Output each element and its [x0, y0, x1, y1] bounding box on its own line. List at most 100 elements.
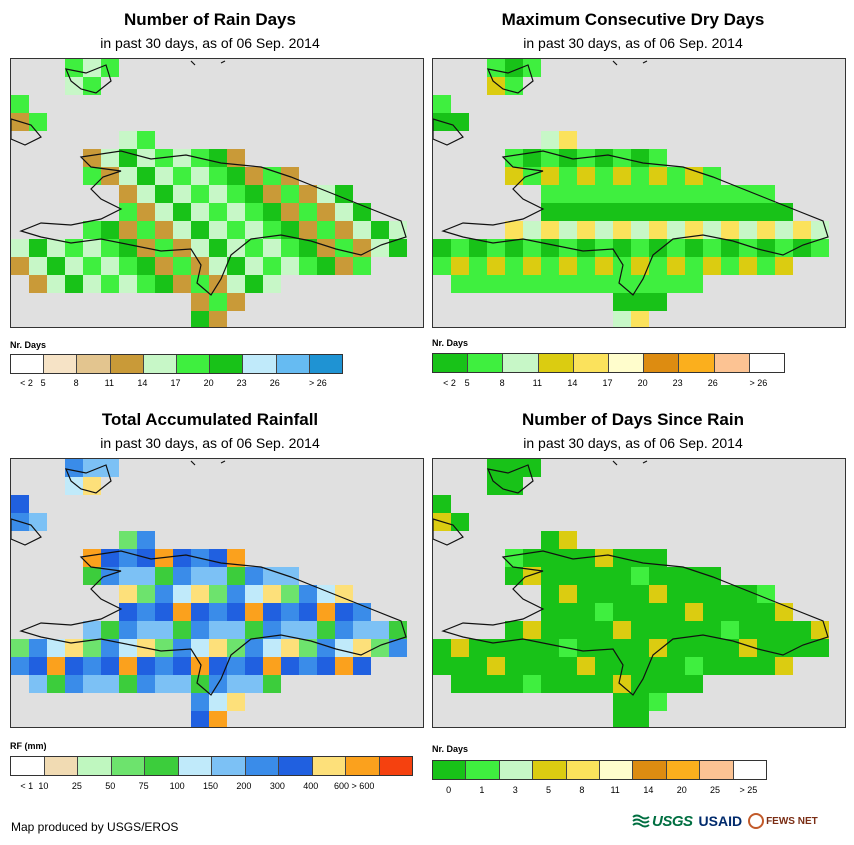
grid-cell: [263, 239, 281, 257]
legend-label: 14: [643, 785, 654, 795]
grid-cell: [685, 639, 703, 657]
grid-cell: [631, 621, 649, 639]
legend-labels: < 2 5 8 11 14 17 20 23 26 > 26: [10, 378, 341, 390]
grid-cell: [775, 257, 793, 275]
grid-cell: [101, 675, 119, 693]
legend-swatch: [177, 355, 211, 373]
grid-cell: [559, 567, 577, 585]
coastline: [433, 460, 829, 696]
coastline: [433, 60, 829, 296]
legend-swatch: [679, 354, 715, 372]
grid-cell: [595, 167, 613, 185]
grid-cell: [191, 203, 209, 221]
grid-cell: [505, 167, 523, 185]
grid-cell: [119, 167, 137, 185]
grid-cell: [577, 675, 595, 693]
grid-cell: [595, 275, 613, 293]
grid-cell: [317, 203, 335, 221]
legend-label: 26: [269, 378, 280, 388]
legend-label: 20: [203, 378, 214, 388]
grid-cell: [649, 585, 667, 603]
grid-cell: [649, 693, 667, 711]
grid-cell: [209, 149, 227, 167]
grid-cell: [505, 239, 523, 257]
legend-label: 11: [610, 785, 620, 795]
grid-cell: [523, 657, 541, 675]
grid-cell: [119, 275, 137, 293]
grid-cell: [245, 675, 263, 693]
legend-swatch: [78, 757, 112, 775]
legend-label: < 1: [20, 781, 34, 791]
grid-cell: [191, 567, 209, 585]
grid-cell: [83, 549, 101, 567]
legend-swatch: [609, 354, 645, 372]
grid-cell: [577, 275, 595, 293]
grid-cell: [137, 275, 155, 293]
grid-cell: [29, 657, 47, 675]
grid-cell: [227, 221, 245, 239]
grid-cell: [541, 275, 559, 293]
grid-cell: [155, 275, 173, 293]
legend-label: 0: [446, 785, 452, 795]
grid-cell: [155, 567, 173, 585]
grid-cell: [209, 621, 227, 639]
coastline-path: [190, 460, 226, 466]
grid-cell: [523, 639, 541, 657]
grid-cell: [451, 513, 469, 531]
legend-color-bar: [10, 354, 343, 374]
grid-cell: [739, 257, 757, 275]
grid-cell: [317, 639, 335, 657]
legend-label: 8: [499, 378, 505, 388]
grid-cell: [667, 675, 685, 693]
legend-label: > 26: [749, 378, 768, 388]
grid-cell: [757, 257, 775, 275]
grid-cell: [119, 257, 137, 275]
grid-cell: [613, 585, 631, 603]
grid-cell: [11, 95, 29, 113]
legend-swatch: [110, 355, 144, 373]
grid-cell: [559, 185, 577, 203]
legend-label: 23: [672, 378, 683, 388]
grid-cell: [191, 639, 209, 657]
grid-cell: [703, 585, 721, 603]
grid-cell: [649, 167, 667, 185]
legend-swatch: [11, 355, 45, 373]
grid-cell: [227, 203, 245, 221]
grid-cell: [209, 167, 227, 185]
grid-cell: [739, 639, 757, 657]
grid-cell: [685, 239, 703, 257]
grid-cell: [433, 639, 451, 657]
coastline-path: [487, 464, 534, 494]
grid-cell: [613, 711, 631, 727]
grid-cell: [595, 657, 613, 675]
grid-cell: [371, 621, 389, 639]
grid-cell: [469, 257, 487, 275]
grid-cell: [595, 221, 613, 239]
grid-cell: [65, 675, 83, 693]
grid-cell: [721, 621, 739, 639]
grid-cell: [505, 275, 523, 293]
map-rain-days: [10, 58, 424, 328]
grid-cell: [739, 603, 757, 621]
grid-cell: [739, 239, 757, 257]
grid-cell: [631, 585, 649, 603]
grid-cell: [47, 275, 65, 293]
grid-cell: [613, 257, 631, 275]
coastline-path: [433, 518, 464, 546]
legend-label: 26: [707, 378, 718, 388]
grid-cell: [577, 621, 595, 639]
grid-cell: [577, 639, 595, 657]
legend-swatch: [11, 757, 45, 775]
grid-cell: [263, 167, 281, 185]
grid-cell: [227, 149, 245, 167]
grid-cell: [389, 239, 407, 257]
grid-cells: [433, 59, 829, 327]
grid-cell: [83, 639, 101, 657]
legend-label: 17: [170, 378, 181, 388]
grid-cell: [487, 257, 505, 275]
grid-cell: [721, 203, 739, 221]
legend-label: 20: [637, 378, 648, 388]
grid-cell: [631, 711, 649, 727]
grid-cell: [263, 257, 281, 275]
grid-cell: [649, 621, 667, 639]
